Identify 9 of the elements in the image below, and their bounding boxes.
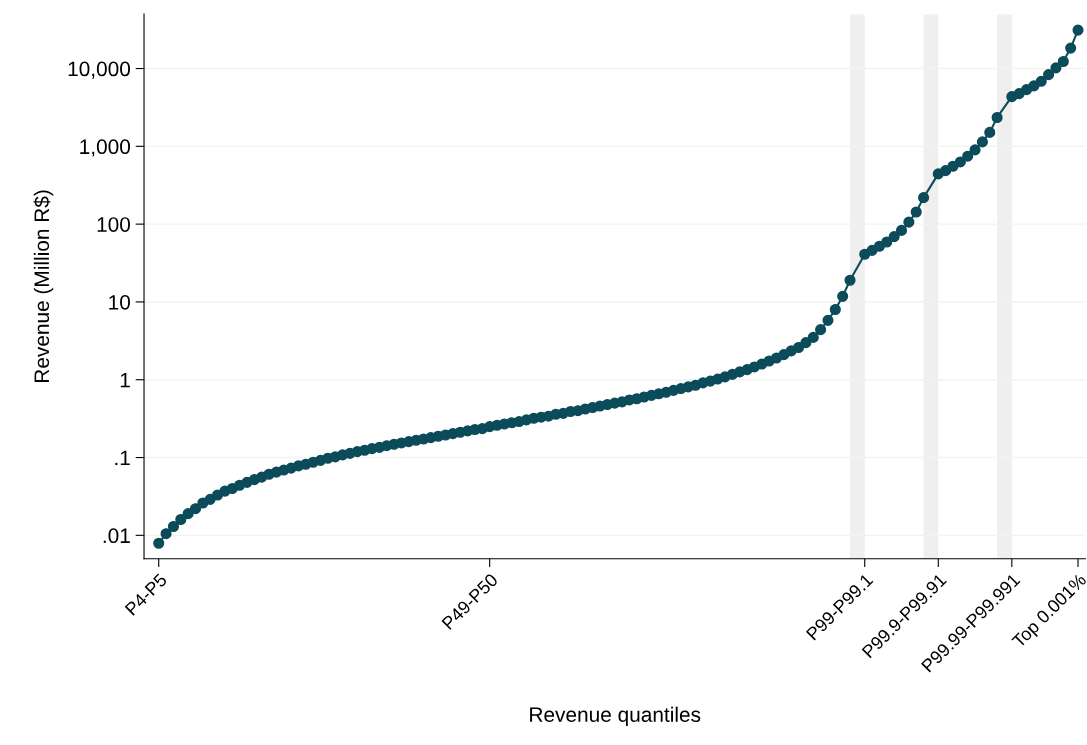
y-tick-label: 10	[109, 294, 131, 310]
y-tick-label: 10,000	[68, 61, 131, 79]
y-tick-label: .01	[103, 528, 130, 544]
y-tick-label: 1,000	[80, 139, 131, 157]
y-tick-label: 1	[120, 372, 130, 388]
x-axis-title: Revenue quantiles	[530, 706, 701, 727]
y-axis-title: Revenue (Million R$)	[33, 190, 54, 382]
y-tick-label: .1	[115, 450, 130, 466]
y-tick-label: 100	[97, 217, 131, 232]
